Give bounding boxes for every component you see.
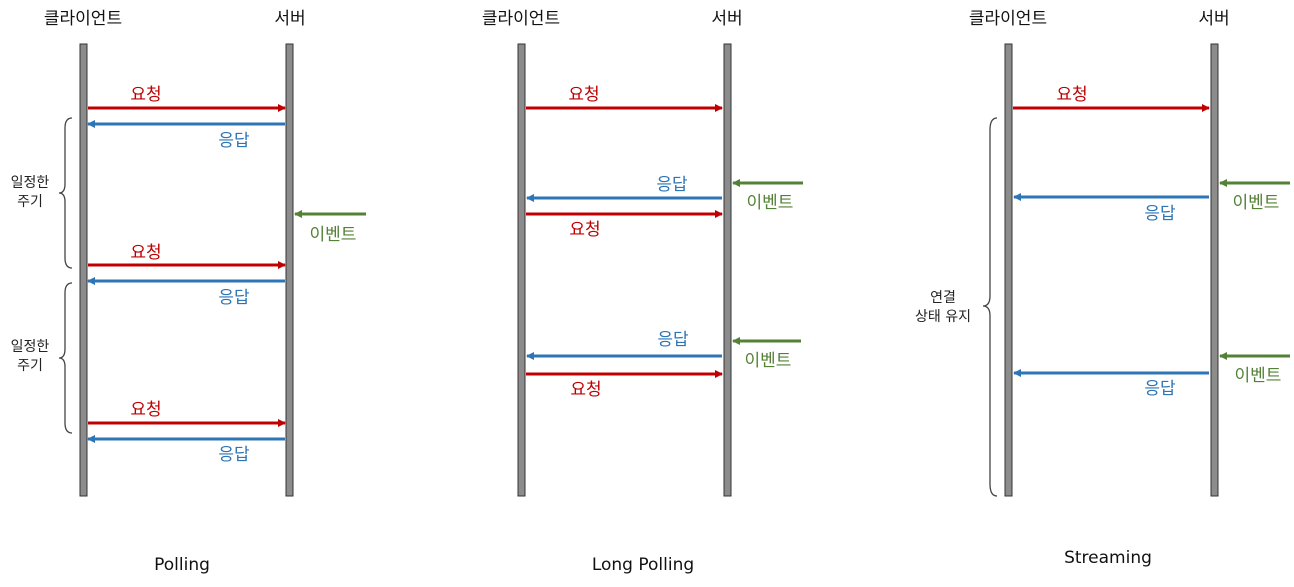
server-header: 서버 bbox=[274, 9, 305, 29]
event-label: 이벤트 bbox=[745, 351, 792, 371]
server-header: 서버 bbox=[711, 9, 742, 29]
server-lifeline bbox=[723, 43, 732, 497]
request-label: 요청 bbox=[569, 220, 600, 240]
connection-note-line1: 연결 bbox=[930, 290, 956, 306]
period-note-line2: 주기 bbox=[17, 358, 43, 374]
request-label: 요청 bbox=[570, 380, 601, 400]
request-label: 요청 bbox=[130, 243, 161, 263]
period-brace bbox=[58, 282, 73, 434]
long-polling-title: Long Polling bbox=[592, 555, 694, 575]
client-lifeline bbox=[79, 43, 88, 497]
response-label: 응답 bbox=[218, 445, 250, 465]
request-label: 요청 bbox=[130, 400, 161, 420]
server-lifeline bbox=[1210, 43, 1219, 497]
period-note-line1: 일정한 bbox=[11, 175, 50, 191]
response-label: 응답 bbox=[1144, 204, 1176, 224]
client-header: 클라이언트 bbox=[44, 9, 122, 29]
polling-title: Polling bbox=[154, 555, 210, 575]
client-lifeline bbox=[1004, 43, 1013, 497]
client-lifeline bbox=[517, 43, 526, 497]
response-label: 응답 bbox=[657, 330, 689, 350]
streaming-title: Streaming bbox=[1064, 548, 1152, 568]
event-label: 이벤트 bbox=[1233, 193, 1280, 213]
response-label: 응답 bbox=[218, 131, 250, 151]
client-header: 클라이언트 bbox=[482, 9, 560, 29]
period-note-line2: 주기 bbox=[17, 194, 43, 210]
polling-panel: 클라이언트 서버 요청 응답 이벤트 요청 응답 요청 응답 일정한 주기 일정… bbox=[11, 9, 366, 575]
streaming-panel: 클라이언트 서버 요청 이벤트 응답 이벤트 응답 연결 상태 유지 Strea… bbox=[915, 9, 1290, 568]
period-note-line1: 일정한 bbox=[11, 339, 50, 355]
response-label: 응답 bbox=[656, 175, 688, 195]
server-lifeline bbox=[285, 43, 294, 497]
client-header: 클라이언트 bbox=[969, 9, 1047, 29]
response-label: 응답 bbox=[218, 288, 250, 308]
event-label: 이벤트 bbox=[747, 193, 794, 213]
event-label: 이벤트 bbox=[310, 225, 357, 245]
server-header: 서버 bbox=[1198, 9, 1229, 29]
request-label: 요청 bbox=[568, 85, 599, 105]
request-label: 요청 bbox=[130, 85, 161, 105]
long-polling-panel: 클라이언트 서버 요청 이벤트 응답 요청 이벤트 응답 요청 Long Pol… bbox=[482, 9, 803, 575]
connection-note-line2: 상태 유지 bbox=[915, 309, 971, 325]
response-label: 응답 bbox=[1144, 379, 1176, 399]
connection-brace bbox=[982, 117, 998, 497]
event-label: 이벤트 bbox=[1235, 366, 1282, 386]
request-label: 요청 bbox=[1056, 85, 1087, 105]
period-brace bbox=[58, 117, 73, 269]
